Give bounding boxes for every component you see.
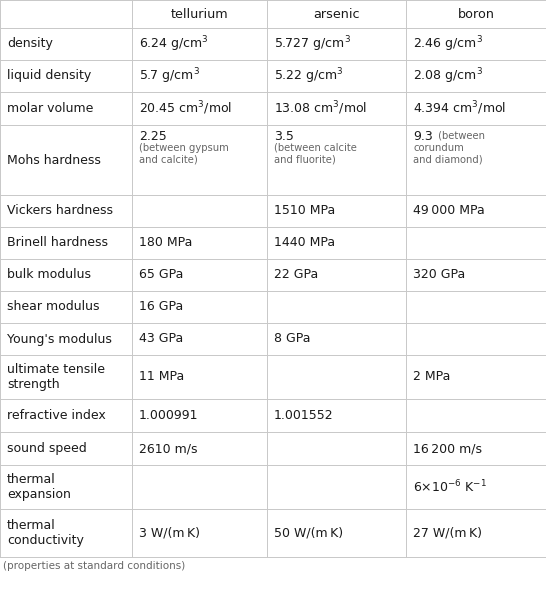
Text: 2.08 g/cm$^3$: 2.08 g/cm$^3$: [413, 66, 483, 86]
Text: bulk modulus: bulk modulus: [7, 269, 91, 282]
Text: 13.08 cm$^3$/mol: 13.08 cm$^3$/mol: [274, 100, 367, 117]
Text: sound speed: sound speed: [7, 442, 87, 455]
Text: tellurium: tellurium: [171, 7, 228, 20]
Text: 4.394 cm$^3$/mol: 4.394 cm$^3$/mol: [413, 100, 506, 117]
Text: 5.7 g/cm$^3$: 5.7 g/cm$^3$: [139, 66, 200, 86]
Text: 2.46 g/cm$^3$: 2.46 g/cm$^3$: [413, 34, 483, 54]
Text: 2610 m/s: 2610 m/s: [139, 442, 198, 455]
Text: (between: (between: [435, 130, 485, 140]
Text: Brinell hardness: Brinell hardness: [7, 237, 108, 250]
Text: liquid density: liquid density: [7, 69, 91, 82]
Text: (between gypsum
and calcite): (between gypsum and calcite): [139, 143, 229, 165]
Text: 16 200 m/s: 16 200 m/s: [413, 442, 482, 455]
Text: 16 GPa: 16 GPa: [139, 301, 183, 314]
Text: 3 W/(m K): 3 W/(m K): [139, 526, 200, 539]
Text: 1.000991: 1.000991: [139, 409, 199, 422]
Text: 2 MPa: 2 MPa: [413, 370, 450, 384]
Text: density: density: [7, 38, 53, 50]
Text: 1.001552: 1.001552: [274, 409, 334, 422]
Text: 27 W/(m K): 27 W/(m K): [413, 526, 482, 539]
Text: 9.3: 9.3: [413, 130, 433, 143]
Text: 11 MPa: 11 MPa: [139, 370, 184, 384]
Text: 1440 MPa: 1440 MPa: [274, 237, 335, 250]
Text: refractive index: refractive index: [7, 409, 106, 422]
Text: 1510 MPa: 1510 MPa: [274, 205, 335, 218]
Text: (properties at standard conditions): (properties at standard conditions): [3, 561, 185, 571]
Text: 65 GPa: 65 GPa: [139, 269, 183, 282]
Text: 22 GPa: 22 GPa: [274, 269, 318, 282]
Text: ultimate tensile
strength: ultimate tensile strength: [7, 363, 105, 391]
Text: 5.727 g/cm$^3$: 5.727 g/cm$^3$: [274, 34, 351, 54]
Text: 3.5: 3.5: [274, 130, 294, 143]
Text: Vickers hardness: Vickers hardness: [7, 205, 113, 218]
Text: 43 GPa: 43 GPa: [139, 333, 183, 346]
Text: thermal
expansion: thermal expansion: [7, 473, 71, 501]
Text: shear modulus: shear modulus: [7, 301, 99, 314]
Text: 5.22 g/cm$^3$: 5.22 g/cm$^3$: [274, 66, 343, 86]
Text: 20.45 cm$^3$/mol: 20.45 cm$^3$/mol: [139, 100, 232, 117]
Text: 2.25: 2.25: [139, 130, 167, 143]
Text: arsenic: arsenic: [313, 7, 360, 20]
Text: 6.24 g/cm$^3$: 6.24 g/cm$^3$: [139, 34, 209, 54]
Text: 320 GPa: 320 GPa: [413, 269, 465, 282]
Text: corundum
and diamond): corundum and diamond): [413, 143, 483, 165]
Text: Young's modulus: Young's modulus: [7, 333, 112, 346]
Text: (between calcite
and fluorite): (between calcite and fluorite): [274, 143, 357, 165]
Text: 180 MPa: 180 MPa: [139, 237, 192, 250]
Text: $6{\times}10^{-6}$ K$^{-1}$: $6{\times}10^{-6}$ K$^{-1}$: [413, 478, 487, 495]
Text: 49 000 MPa: 49 000 MPa: [413, 205, 485, 218]
Text: Mohs hardness: Mohs hardness: [7, 154, 101, 167]
Text: boron: boron: [458, 7, 495, 20]
Text: thermal
conductivity: thermal conductivity: [7, 519, 84, 547]
Text: 50 W/(m K): 50 W/(m K): [274, 526, 343, 539]
Text: 8 GPa: 8 GPa: [274, 333, 311, 346]
Text: molar volume: molar volume: [7, 102, 93, 115]
